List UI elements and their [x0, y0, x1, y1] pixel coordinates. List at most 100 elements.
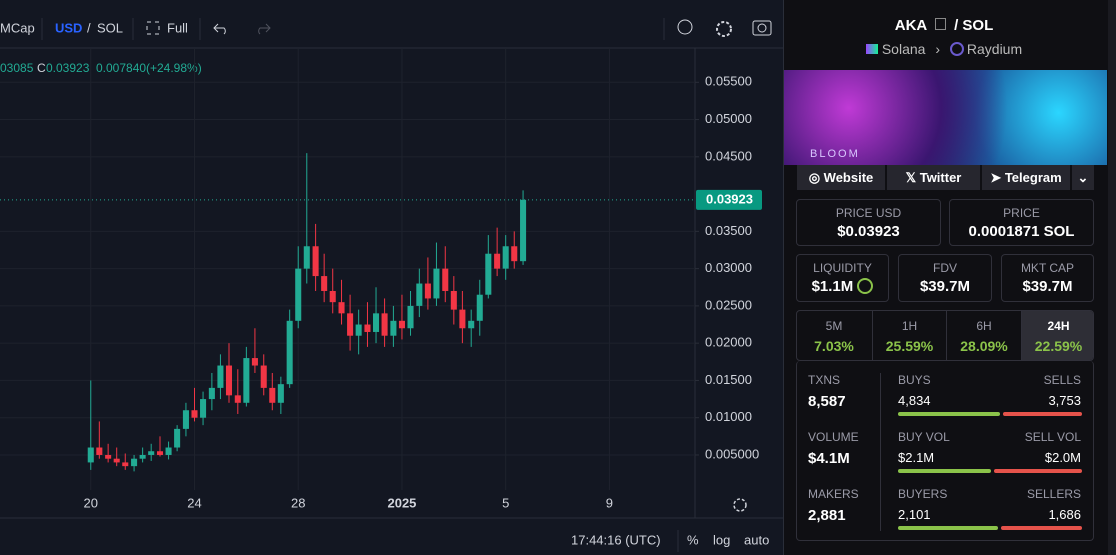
candle-body — [355, 324, 362, 336]
stats-card: TXNS 8,587 BUYS SELLS 4,834 3,753 VOLUME $4.1M B… — [796, 361, 1094, 541]
undo-icon[interactable] — [213, 23, 226, 35]
candle-body — [260, 365, 267, 388]
candle-body — [148, 451, 155, 455]
divider — [880, 373, 881, 531]
candle-body — [485, 253, 492, 295]
change-tab[interactable]: 5M 7.03% — [797, 311, 871, 360]
candle-body — [381, 313, 388, 336]
candle-body — [424, 283, 431, 299]
replay-icon[interactable] — [677, 19, 693, 35]
banner-brand: BLOOM — [810, 148, 860, 160]
y-tick-label: 0.01000 — [705, 409, 752, 424]
log-toggle[interactable]: log — [713, 532, 730, 547]
axis-settings-icon[interactable] — [733, 498, 747, 512]
candle-body — [364, 324, 371, 332]
liquidity-value: $1.1M — [811, 278, 854, 295]
candle-body — [390, 320, 397, 336]
currency-sol[interactable]: SOL — [97, 20, 123, 35]
redo-icon[interactable] — [258, 23, 271, 35]
tab-change: 22.59% — [1034, 338, 1083, 354]
screenshot-icon[interactable] — [752, 20, 772, 36]
candle-body — [191, 410, 198, 418]
currency-usd[interactable]: USD — [55, 20, 82, 35]
chain-dex: Solana › Raydium — [784, 41, 1104, 57]
candle-body — [122, 462, 129, 467]
x-tick-label: 20 — [84, 495, 98, 510]
candle-body — [105, 454, 112, 459]
fullscreen-icon[interactable] — [146, 21, 160, 35]
candle-body — [407, 305, 414, 329]
candle-body — [96, 447, 103, 455]
dex[interactable]: Raydium — [966, 41, 1023, 57]
y-tick-label: 0.03500 — [705, 223, 752, 238]
dex-icon — [949, 42, 964, 56]
toolbar — [0, 0, 783, 48]
fullscreen-button[interactable]: Full — [167, 20, 188, 35]
x-tick-label: 5 — [502, 495, 509, 510]
pair-panel: AKA / SOL Solana › Raydium BLOOM ◎ Websi… — [783, 0, 1116, 555]
candle-body — [476, 294, 483, 321]
change-tab[interactable]: 1H 25.59% — [871, 311, 947, 360]
pair-title: AKA / SOL — [784, 17, 1104, 34]
candle-body — [131, 458, 138, 467]
side-label: BUYS — [898, 373, 931, 387]
value: $39.7M — [919, 278, 971, 295]
buy-ratio-bar — [898, 526, 999, 530]
legend-open: 03085 — [0, 61, 34, 75]
auto-toggle[interactable]: auto — [744, 532, 769, 547]
sell-ratio-bar — [1001, 526, 1082, 530]
candle-body — [502, 246, 509, 269]
candle-body — [234, 395, 241, 403]
side-value: $2.1M — [898, 450, 935, 465]
value: $1.1M — [797, 278, 888, 295]
sell-ratio-bar — [993, 469, 1082, 473]
settings-icon[interactable] — [716, 21, 732, 37]
candle-body — [225, 365, 233, 396]
tab-period: 6H — [976, 319, 992, 333]
mkt-cap-card: MKT CAP $39.7M — [1001, 254, 1094, 302]
ohlc-legend: 03085 C 0.03923 0.007840 (+24.98%) — [0, 61, 202, 75]
legend-close: 0.03923 — [46, 61, 90, 75]
tab-period: 5M — [825, 319, 843, 333]
change-tab[interactable]: 6H 28.09% — [946, 311, 1021, 360]
candle-body — [200, 399, 207, 418]
y-tick-label: 0.02000 — [705, 335, 752, 350]
links-more[interactable]: ⌄ — [1072, 165, 1094, 190]
link-text: Twitter — [919, 170, 962, 185]
candle-body — [459, 309, 466, 329]
side-value: 4,834 — [898, 393, 931, 408]
separator: / — [87, 20, 91, 35]
candle-body — [156, 451, 164, 455]
market-cap-toggle[interactable]: MCap — [0, 20, 35, 35]
chain[interactable]: Solana — [881, 41, 926, 57]
website-link[interactable]: ◎ Website — [797, 165, 885, 190]
candle-body — [251, 358, 258, 366]
x-tick-label: 24 — [187, 495, 201, 510]
telegram-link[interactable]: ➤ Telegram — [982, 165, 1070, 190]
link-text: Website — [823, 170, 874, 185]
candle-body — [165, 447, 172, 455]
tab-change: 28.09% — [960, 338, 1008, 354]
banner-image: BLOOM — [784, 70, 1107, 165]
side-value: 1,686 — [1048, 507, 1081, 522]
side-value: $2.0M — [1044, 450, 1081, 465]
price-usd-card: PRICE USD $0.03923 — [796, 199, 941, 246]
twitter-link[interactable]: 𝕏 Twitter — [887, 165, 980, 190]
change-tab[interactable]: 24H 22.59% — [1020, 311, 1093, 360]
y-tick-label: 0.04500 — [705, 148, 752, 163]
candle-body — [174, 428, 181, 448]
percent-toggle[interactable]: % — [687, 532, 699, 547]
tab-change: 7.03% — [814, 338, 854, 354]
stat-label: VOLUME — [808, 430, 859, 444]
side-label: SELLERS — [1026, 487, 1081, 501]
candle-body — [416, 283, 423, 306]
legend-close-prefix: C — [37, 61, 46, 75]
copy-icon[interactable] — [934, 18, 946, 30]
y-tick-label: 0.05500 — [705, 74, 752, 89]
candle-body — [511, 246, 518, 262]
link-text: Telegram — [1004, 170, 1062, 185]
side-label: SELL VOL — [1024, 430, 1081, 444]
x-tick-label: 9 — [606, 495, 613, 510]
candle-body — [87, 447, 94, 463]
